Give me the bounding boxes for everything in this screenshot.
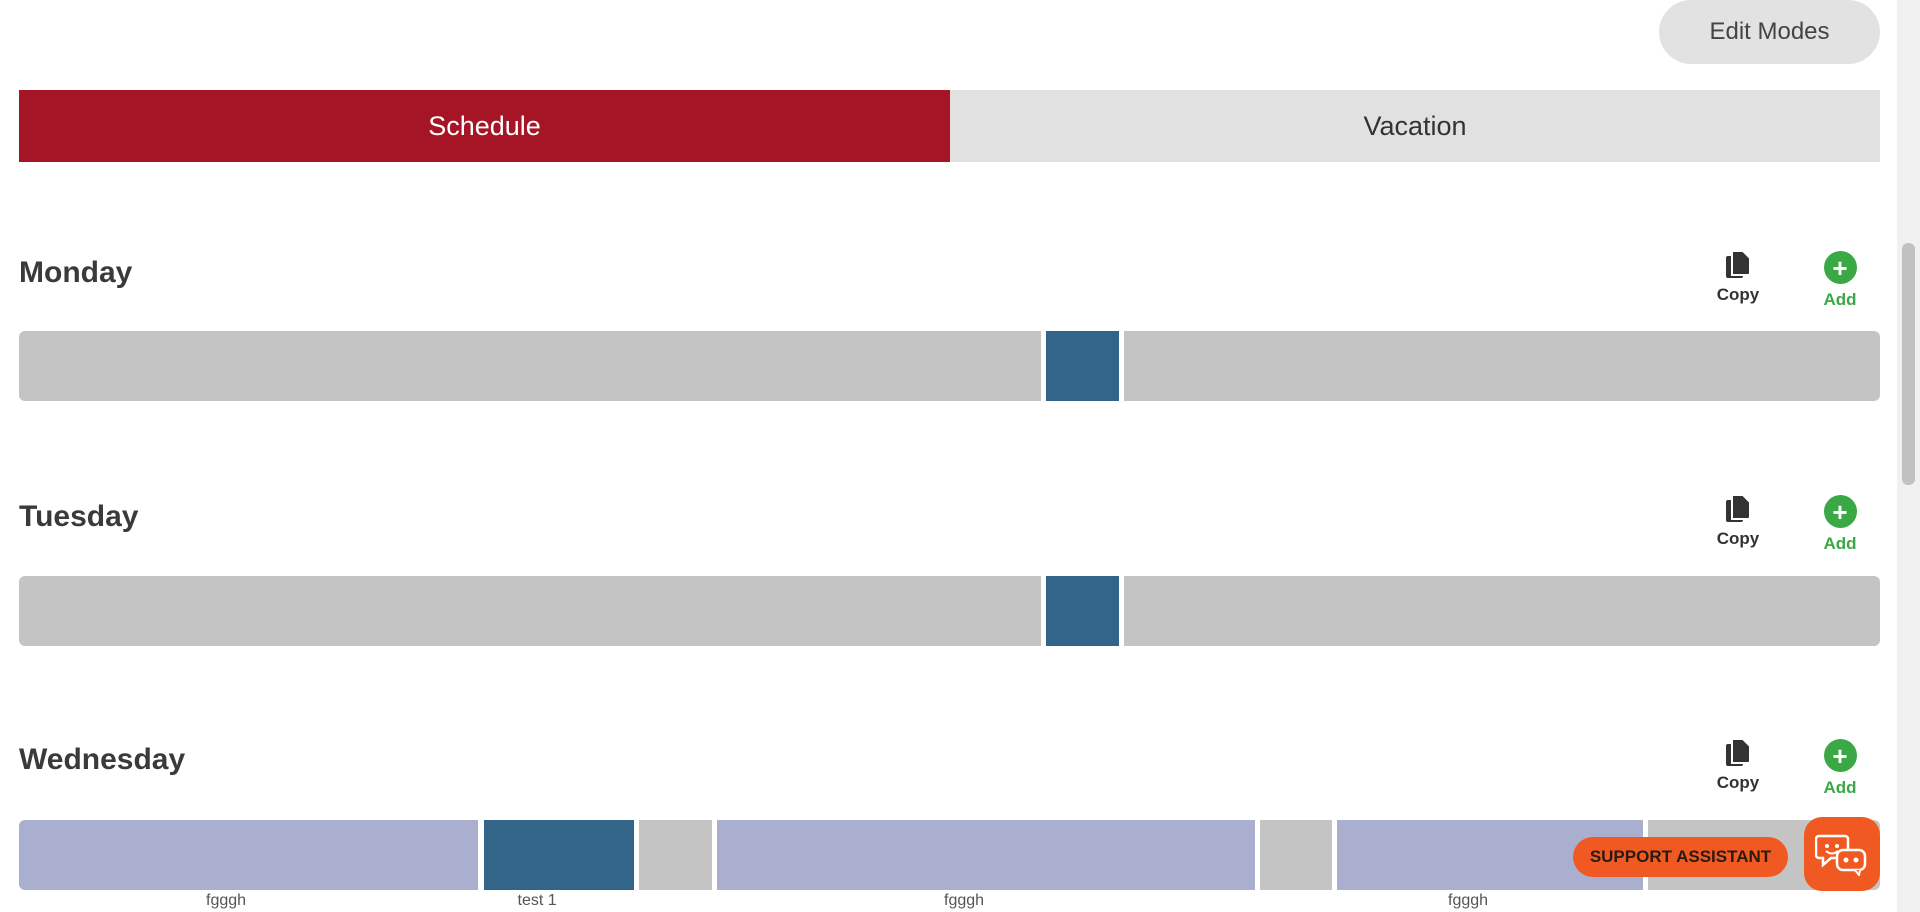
segment-label: test 1 (517, 892, 557, 909)
copy-label: Copy (1716, 773, 1760, 792)
copy-button[interactable]: Copy (1703, 250, 1773, 305)
copy-label: Copy (1716, 285, 1760, 304)
plus-circle-icon: + (1823, 739, 1857, 772)
edit-modes-button[interactable]: Edit Modes (1659, 0, 1880, 64)
schedule-segment[interactable] (1260, 820, 1332, 890)
schedule-segment[interactable] (1046, 331, 1119, 401)
schedule-segment[interactable] (19, 331, 1041, 401)
schedule-segment[interactable] (717, 820, 1255, 890)
schedule-segment[interactable] (639, 820, 712, 890)
day-title: Monday (19, 256, 133, 289)
add-button[interactable]: + Add (1805, 251, 1875, 310)
schedule-segment[interactable] (1046, 576, 1119, 646)
plus-circle-icon: + (1823, 251, 1857, 284)
scrollbar-thumb[interactable] (1902, 243, 1915, 485)
add-label: Add (1823, 778, 1857, 797)
chat-bot-icon (1815, 834, 1867, 876)
copy-icon (1726, 738, 1751, 766)
schedule-segment[interactable] (19, 576, 1041, 646)
copy-button[interactable]: Copy (1703, 494, 1773, 549)
chat-bot-button[interactable] (1804, 817, 1880, 891)
copy-label: Copy (1716, 529, 1760, 548)
schedule-segment[interactable] (484, 820, 634, 890)
schedule-segment[interactable] (1124, 576, 1880, 646)
add-button[interactable]: + Add (1805, 739, 1875, 798)
tab-vacation[interactable]: Vacation (950, 90, 1880, 162)
copy-icon (1726, 494, 1751, 522)
segment-label: fgggh (206, 892, 247, 909)
schedule-segment[interactable] (1124, 331, 1880, 401)
schedule-bar (19, 576, 1880, 646)
copy-button[interactable]: Copy (1703, 738, 1773, 793)
plus-circle-icon: + (1823, 495, 1857, 528)
schedule-bar (19, 331, 1880, 401)
mode-tabs: Schedule Vacation (19, 90, 1880, 162)
segment-label: fgggh (944, 892, 985, 909)
schedule-segment[interactable] (19, 820, 478, 890)
day-title: Wednesday (19, 743, 186, 776)
page-scrollbar[interactable] (1897, 0, 1920, 912)
add-label: Add (1823, 290, 1857, 309)
add-label: Add (1823, 534, 1857, 553)
day-title: Tuesday (19, 500, 139, 533)
copy-icon (1726, 250, 1751, 278)
tab-schedule[interactable]: Schedule (19, 90, 950, 162)
support-assistant-button[interactable]: SUPPORT ASSISTANT (1573, 837, 1788, 877)
add-button[interactable]: + Add (1805, 495, 1875, 554)
segment-label: fgggh (1448, 892, 1489, 909)
